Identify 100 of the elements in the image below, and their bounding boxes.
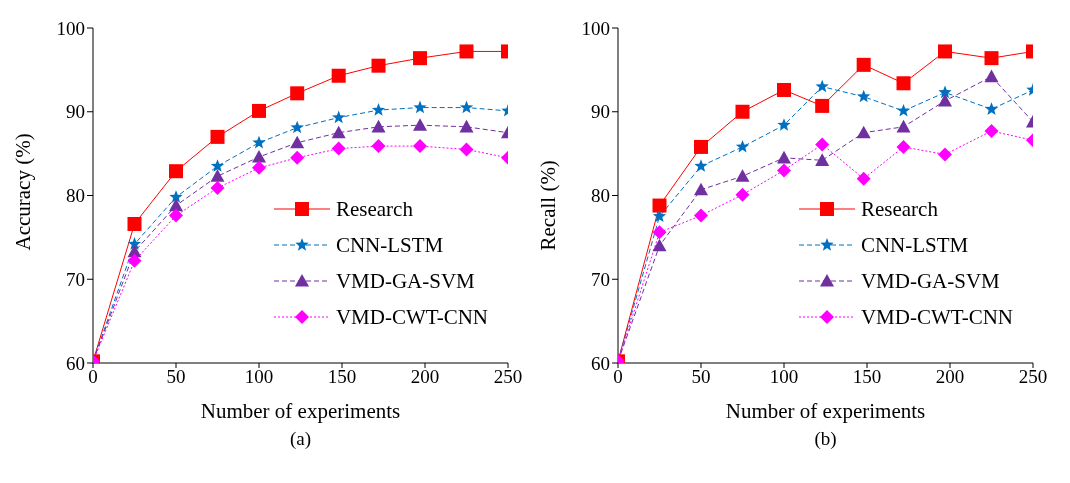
legend-label: VMD-CWT-CNN: [335, 304, 488, 330]
point: [652, 225, 667, 240]
point: [290, 135, 305, 149]
legend-label: CNN-LSTM: [335, 232, 444, 258]
point: [856, 125, 871, 139]
point: [252, 103, 266, 118]
y-tick-label: 60: [66, 352, 85, 374]
point: [459, 142, 474, 157]
point: [735, 169, 750, 182]
legend-label: VMD-GA-SVM: [335, 268, 475, 294]
y-tick-label: 80: [591, 185, 610, 207]
x-axis-title: Number of experiments: [725, 399, 926, 423]
point: [252, 135, 266, 149]
legend-label: VMD-GA-SVM: [860, 268, 1000, 294]
point: [815, 79, 829, 93]
point: [777, 118, 791, 131]
x-axis-title: Number of experiments: [200, 399, 401, 423]
point: [290, 120, 304, 134]
point: [413, 139, 428, 154]
point: [735, 139, 750, 153]
point: [735, 187, 750, 202]
legend-label: Research: [335, 196, 413, 222]
point: [331, 141, 346, 156]
point: [652, 198, 667, 213]
point: [371, 119, 386, 133]
point: [371, 139, 386, 154]
legend-label: Research: [860, 196, 938, 222]
point: [413, 51, 428, 66]
x-tick-label: 150: [327, 366, 357, 388]
x-tick-label: 50: [691, 366, 711, 388]
point: [694, 182, 708, 196]
point: [290, 86, 305, 101]
point: [777, 82, 791, 97]
x-tick-label: 200: [410, 366, 440, 388]
point: [856, 171, 871, 186]
point: [694, 159, 708, 172]
point: [815, 137, 830, 152]
point: [856, 57, 871, 72]
y-tick-label: 100: [581, 17, 610, 39]
text: (b): [813, 428, 838, 450]
point: [127, 253, 142, 268]
x-tick-label: 150: [852, 366, 882, 388]
point: [938, 85, 952, 99]
y-tick-label: 60: [591, 352, 610, 374]
x-tick-label: 250: [1018, 366, 1048, 388]
point: [252, 160, 266, 175]
x-tick-label: 250: [493, 366, 523, 388]
point: [815, 153, 830, 166]
y-tick-label: 100: [56, 17, 85, 39]
point: [896, 119, 911, 133]
point: [938, 147, 953, 162]
point: [210, 159, 225, 172]
point: [735, 104, 750, 119]
point: [459, 100, 474, 114]
text: (a): [288, 428, 313, 450]
point: [459, 44, 474, 59]
point: [984, 102, 999, 115]
point: [371, 58, 386, 73]
point: [652, 238, 667, 252]
point: [252, 149, 266, 163]
point: [169, 190, 183, 203]
point: [169, 198, 183, 212]
legend-label: CNN-LSTM: [860, 232, 969, 258]
point: [896, 139, 911, 154]
y-tick-label: 90: [591, 101, 610, 123]
point: [857, 89, 871, 103]
point: [210, 180, 225, 195]
legend-label: VMD-CWT-CNN: [860, 304, 1013, 330]
y-axis-title: Recall (%): [536, 160, 561, 251]
x-tick-label: 50: [166, 366, 186, 388]
point: [169, 208, 183, 223]
y-tick-label: 90: [66, 101, 85, 123]
x-tick-label: 200: [935, 366, 965, 388]
point: [896, 103, 911, 117]
point: [896, 76, 911, 91]
point: [777, 163, 791, 178]
point: [777, 150, 791, 164]
y-tick-label: 80: [66, 185, 85, 207]
point: [938, 93, 953, 107]
point: [210, 129, 225, 144]
point: [332, 110, 346, 124]
point: [127, 216, 142, 231]
point: [984, 69, 999, 83]
point: [413, 118, 428, 131]
point: [984, 124, 999, 139]
point: [984, 51, 999, 66]
point: [290, 150, 305, 165]
y-tick-label: 70: [591, 268, 610, 290]
point: [459, 119, 474, 133]
point: [815, 98, 830, 113]
point: [169, 164, 183, 179]
x-tick-label: 0: [88, 366, 98, 388]
point: [210, 169, 225, 182]
y-axis-title: Accuracy (%): [11, 133, 36, 251]
x-tick-label: 100: [244, 366, 274, 388]
y-tick-label: 70: [66, 268, 85, 290]
point: [413, 100, 427, 114]
point: [694, 139, 708, 154]
point: [331, 125, 346, 139]
point: [652, 209, 667, 223]
